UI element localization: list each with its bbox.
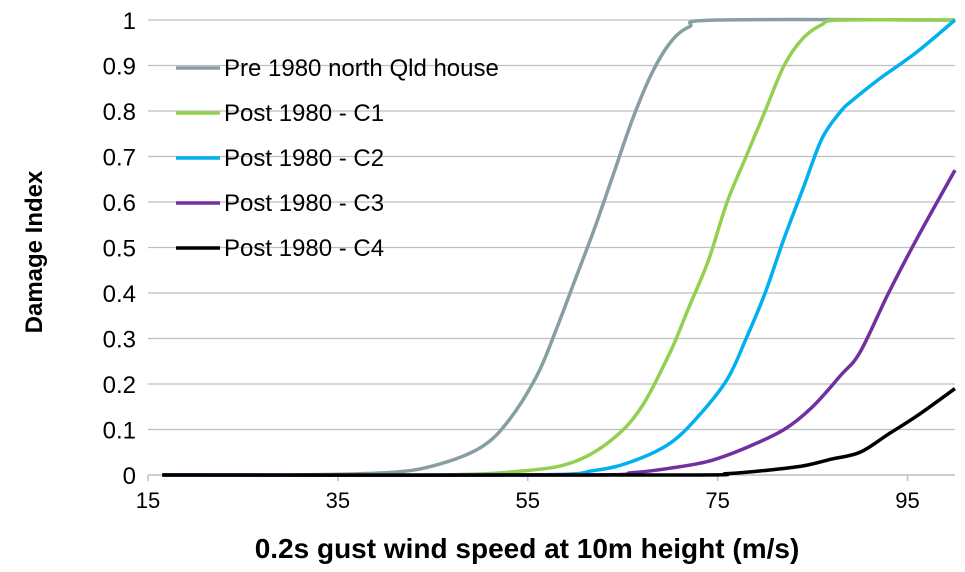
y-tick-label: 0.8 xyxy=(103,99,136,126)
x-tick-label: 55 xyxy=(516,488,540,513)
y-tick-label: 0.7 xyxy=(103,145,136,172)
legend-label: Post 1980 - C1 xyxy=(224,100,384,127)
legend-label: Post 1980 - C3 xyxy=(224,190,384,217)
series-lines xyxy=(162,17,957,478)
y-tick-label: 0.6 xyxy=(103,190,136,217)
legend-label: Pre 1980 north Qld house xyxy=(224,55,499,82)
series-line-2 xyxy=(162,17,956,478)
series-line-5 xyxy=(162,387,957,477)
legend-label: Post 1980 - C2 xyxy=(224,145,384,172)
x-tick-label: 35 xyxy=(326,488,350,513)
y-tick-label: 0.2 xyxy=(103,372,136,399)
x-tick-label: 15 xyxy=(136,488,160,513)
y-tick-label: 1 xyxy=(123,8,136,35)
y-tick-label: 0.3 xyxy=(103,327,136,354)
y-tick-label: 0.1 xyxy=(103,418,136,445)
series-line-1 xyxy=(162,17,956,477)
y-axis-label: Damage Index xyxy=(21,170,48,333)
legend-label: Post 1980 - C4 xyxy=(224,235,384,262)
y-tick-label: 0.9 xyxy=(103,54,136,81)
y-tick-label: 0.4 xyxy=(103,281,136,308)
y-tick-label: 0.5 xyxy=(103,236,136,263)
x-tick-label: 95 xyxy=(895,488,919,513)
x-axis-label: 0.2s gust wind speed at 10m height (m/s) xyxy=(255,533,800,564)
x-tick-label: 75 xyxy=(705,488,729,513)
legend: Pre 1980 north Qld house Post 1980 - C1 Po… xyxy=(176,55,499,262)
y-tick-label: 0 xyxy=(123,463,136,490)
series-line-3 xyxy=(162,18,957,478)
